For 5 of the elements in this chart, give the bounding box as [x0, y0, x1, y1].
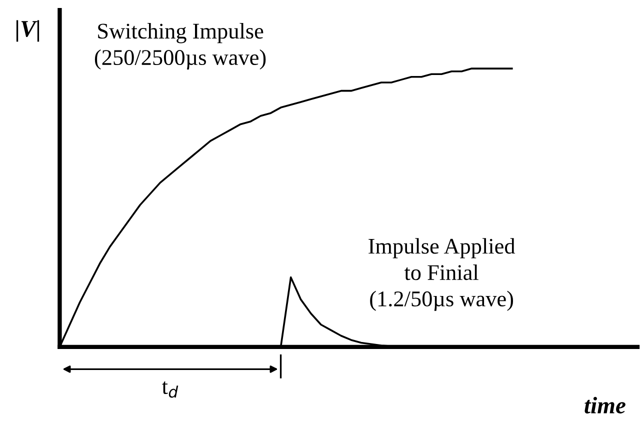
text: t$_{d}$ [162, 381, 178, 398]
y-axis-title: |V| [16, 20, 40, 42]
annotation: Switching Impulse (250/2500µs wave) [94, 23, 266, 70]
annotation: Impulse Applied to Finial (1.2/50µs wave) [368, 238, 516, 311]
x-axis-title: time [584, 396, 626, 414]
